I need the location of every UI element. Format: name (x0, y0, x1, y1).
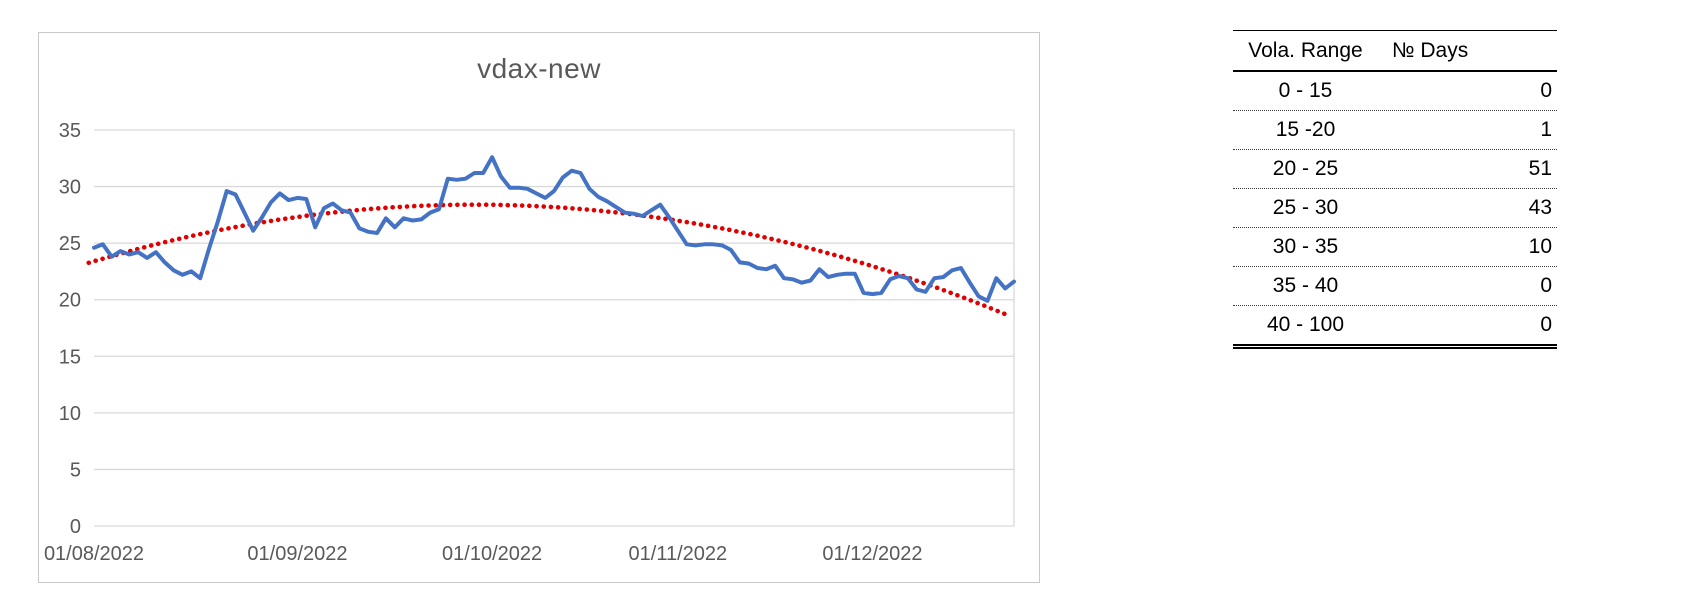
vola-range-cell: 25 - 30 (1272, 196, 1339, 219)
table-row: 25 - 30 43 (1233, 189, 1557, 228)
vola-frequency-table: Vola. Range № Days 0 - 15 0 15 -20 1 20 - 25… (1233, 30, 1557, 349)
y-axis-label: 5 (70, 459, 81, 481)
table-row: 35 - 40 0 (1233, 267, 1557, 306)
n-days-cell: 1 (1540, 118, 1552, 141)
n-days-cell: 10 (1528, 235, 1552, 258)
y-axis-label: 20 (59, 290, 81, 312)
y-axis-label: 0 (70, 516, 81, 538)
n-days-cell: 51 (1528, 157, 1552, 180)
table-header-row: Vola. Range № Days (1233, 31, 1557, 72)
vola-range-cell: 30 - 35 (1272, 235, 1339, 258)
n-days-cell: 0 (1540, 274, 1552, 297)
table-row: 0 - 15 0 (1233, 72, 1557, 111)
vdax-chart: vdax-new 0 5 10 15 20 25 30 35 01/08/2022 01/09/2… (38, 32, 1040, 583)
vola-range-cell: 35 - 40 (1272, 274, 1339, 297)
vola-range-cell: 15 -20 (1275, 118, 1336, 141)
vola-range-cell: 40 - 100 (1266, 313, 1345, 336)
y-axis-label: 15 (59, 346, 81, 368)
table-row: 20 - 25 51 (1233, 150, 1557, 189)
n-days-cell: 0 (1540, 313, 1552, 336)
x-axis-label: 01/11/2022 (629, 543, 728, 565)
x-axis-label: 01/12/2022 (822, 543, 922, 565)
table-header-vola-range: Vola. Range (1248, 38, 1363, 62)
x-axis-label: 01/09/2022 (247, 543, 347, 565)
table-header-n-days: № Days (1392, 38, 1469, 62)
table-body: 0 - 15 0 15 -20 1 20 - 25 51 25 - 30 43 30 - 35 1… (1233, 72, 1557, 344)
vdax-series-line (92, 155, 1016, 303)
y-axis-label: 30 (59, 177, 81, 199)
vola-range-cell: 20 - 25 (1272, 157, 1339, 180)
trendline-dotted (86, 202, 1011, 318)
chart-title: vdax-new (477, 53, 601, 84)
y-axis-label: 35 (59, 120, 81, 142)
x-axis-label: 01/08/2022 (44, 543, 144, 565)
table-row: 40 - 100 0 (1233, 306, 1557, 344)
table-row: 30 - 35 10 (1233, 228, 1557, 267)
table-row: 15 -20 1 (1233, 111, 1557, 150)
x-axis-label: 01/10/2022 (442, 543, 542, 565)
vola-range-cell: 0 - 15 (1278, 79, 1333, 102)
n-days-cell: 43 (1528, 196, 1552, 219)
n-days-cell: 0 (1540, 79, 1552, 102)
y-axis-label: 25 (59, 233, 81, 255)
y-axis-label: 10 (59, 403, 81, 425)
chart-plot-area: 0 5 10 15 20 25 30 35 01/08/2022 01/09/2022 01/10/… (44, 120, 1016, 565)
